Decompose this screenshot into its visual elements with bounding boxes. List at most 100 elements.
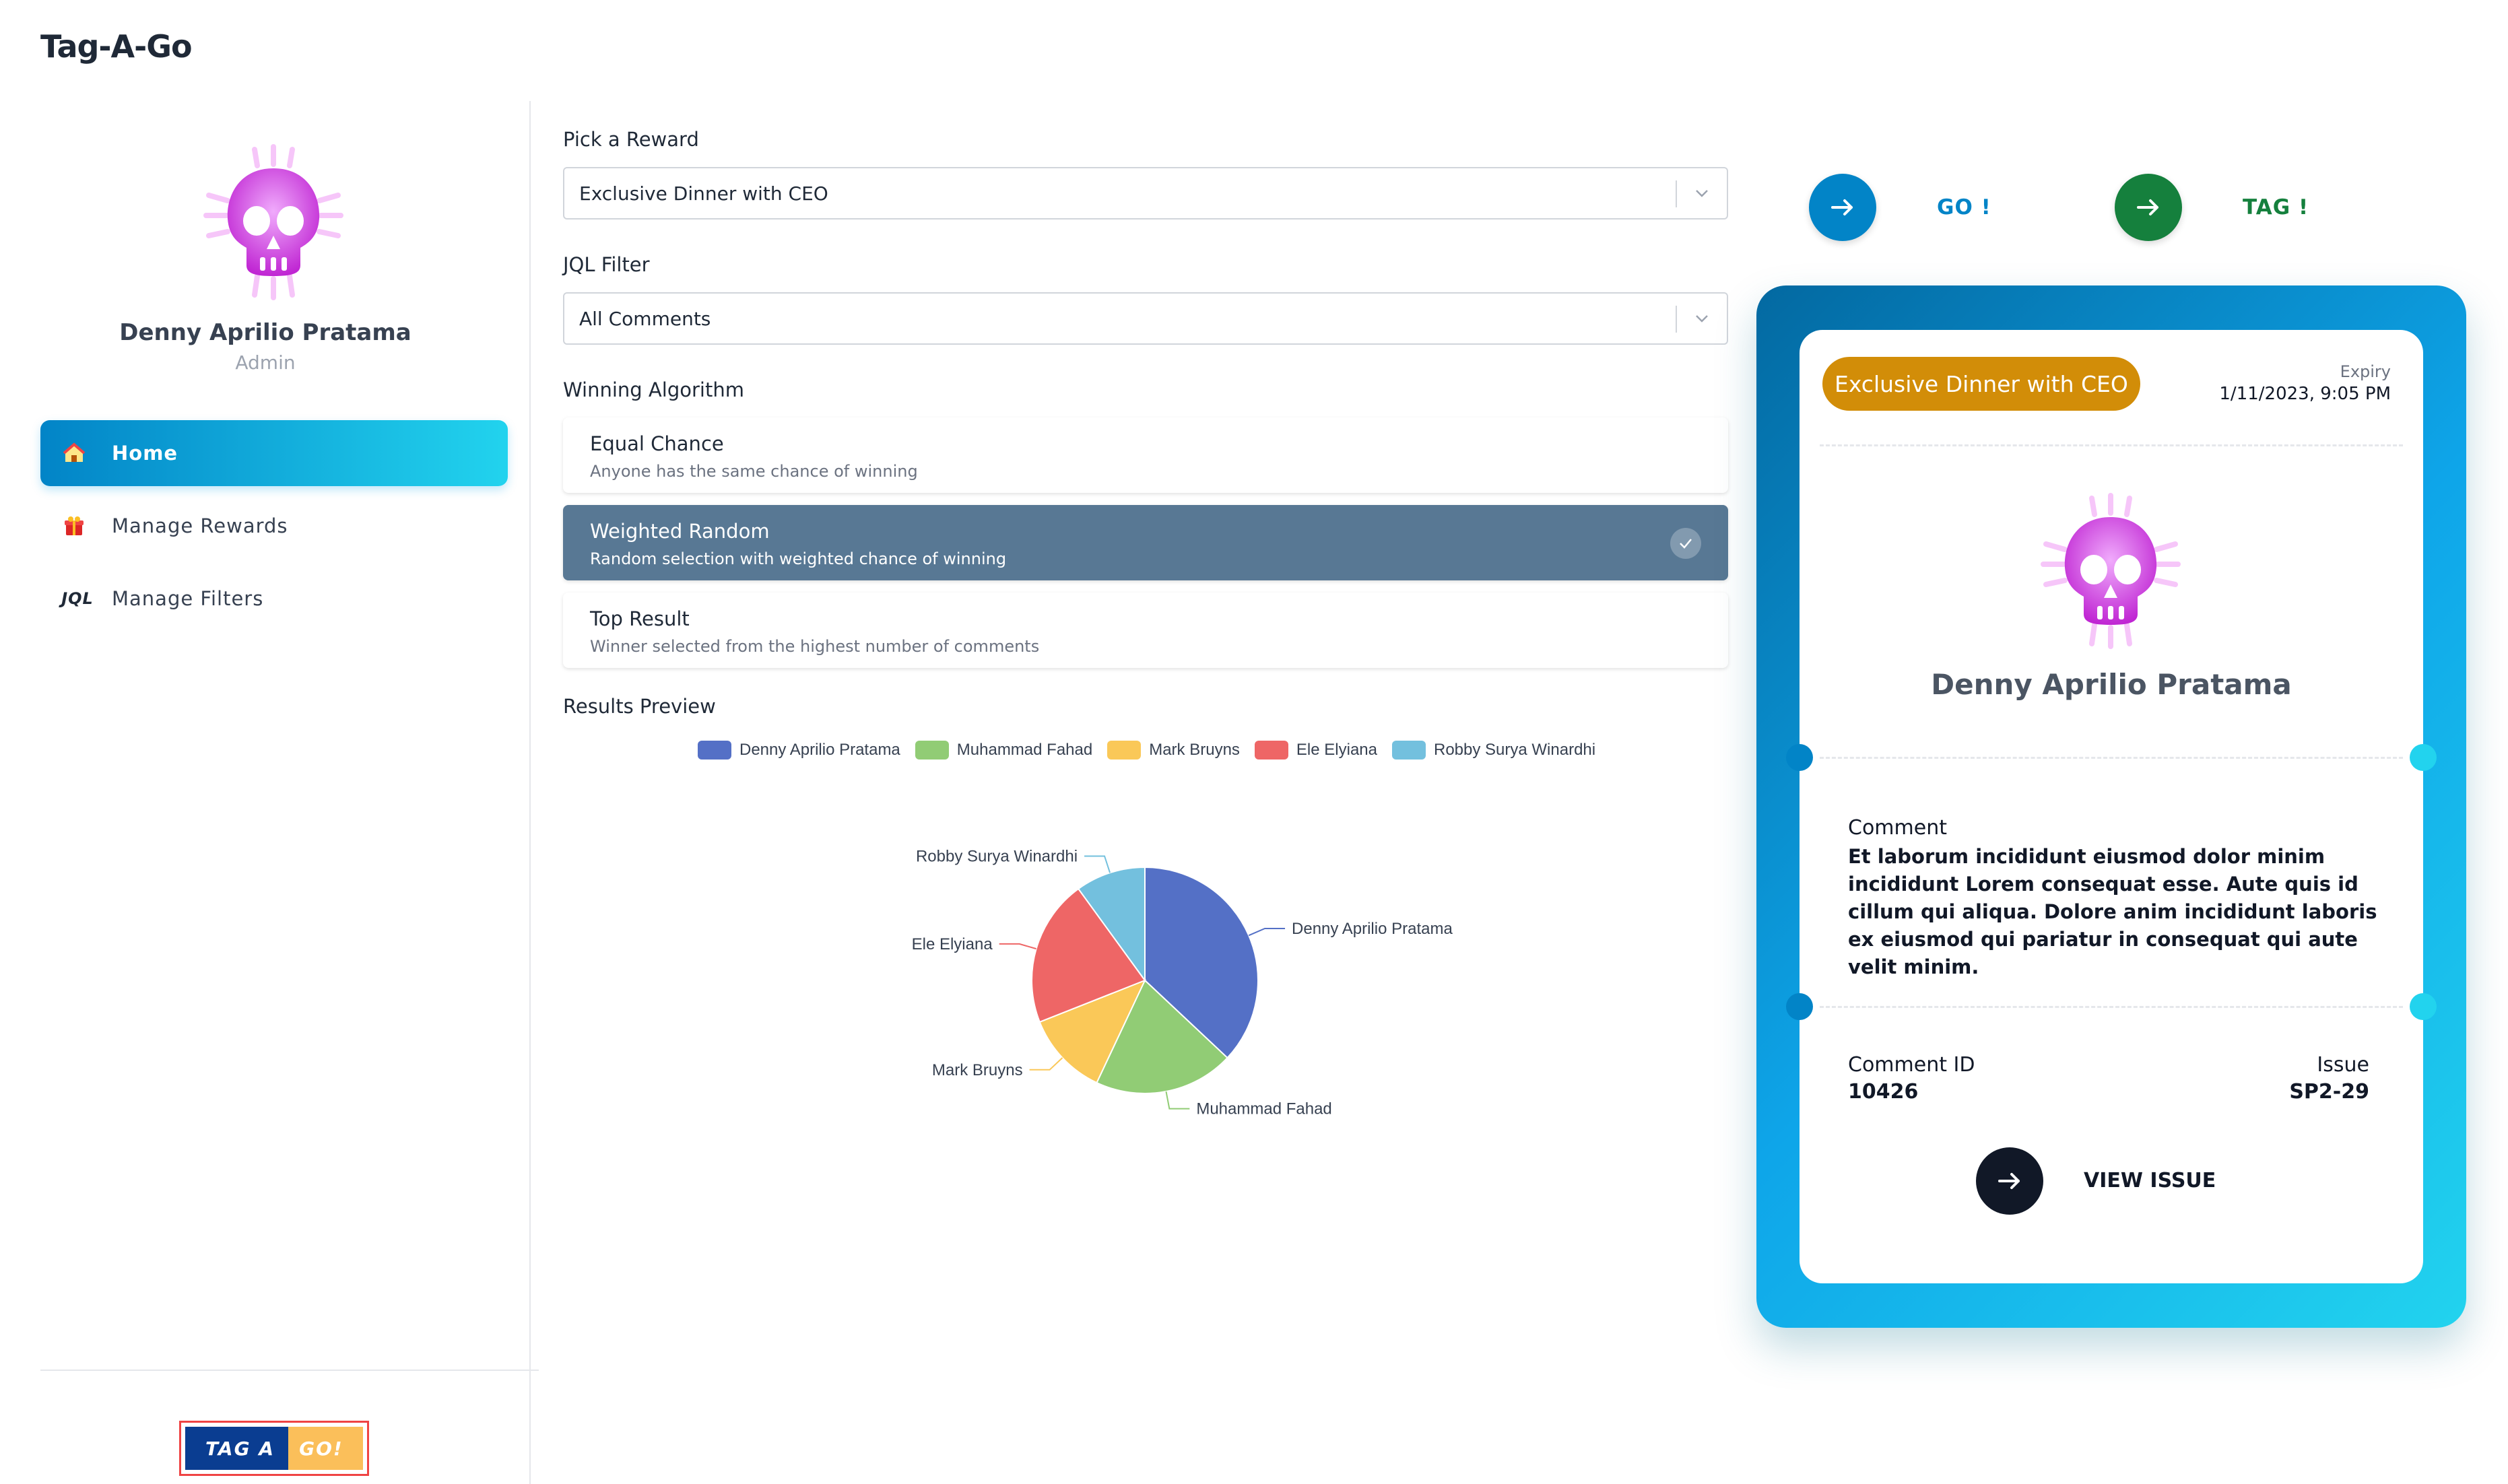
sidebar-divider [40,1370,539,1371]
ticket-card: Exclusive Dinner with CEO Expiry 1/11/20… [1786,330,2437,1283]
winner-avatar [2030,490,2191,652]
pie-label-line [1248,927,1286,937]
algorithm-option-title: Top Result [590,607,690,630]
algorithm-options: Equal Chance Anyone has the same chance … [563,417,1728,668]
pie-label: Robby Surya Winardhi [916,847,1078,865]
pie-label-line [1029,1057,1063,1071]
sidebar-item-home[interactable]: Home [40,420,508,486]
view-issue-button[interactable] [1976,1147,2043,1215]
comment-id-label: Comment ID [1848,1053,1975,1077]
sidebar-nav: Home Manage Rewards JQL Manage Filters [40,420,508,638]
legend-label: Ele Elyiana [1296,741,1377,759]
chevron-down-icon [1696,190,1708,197]
pie-slice[interactable] [1038,979,1146,1084]
go-button[interactable] [1809,174,1876,241]
arrow-right-icon [2137,199,2158,215]
go-label[interactable]: GO ! [1937,195,1991,220]
select-separator [1676,306,1677,333]
algorithm-option-desc: Anyone has the same chance of winning [590,462,918,481]
pie-label-line [1165,1091,1190,1110]
legend-item[interactable]: Muhammad Fahad [915,741,1092,760]
chart-legend: Denny Aprilio Pratama Muhammad Fahad Mark … [698,741,1610,760]
home-icon [61,440,88,467]
sidebar-item-label: Home [112,442,178,465]
gift-icon [61,512,88,539]
algorithm-option-desc: Random selection with weighted chance of… [590,549,1007,568]
legend-item[interactable]: Robby Surya Winardhi [1392,741,1595,760]
algorithm-option-equal-chance[interactable]: Equal Chance Anyone has the same chance … [563,417,1728,493]
algorithm-label: Winning Algorithm [563,378,744,401]
expiry-value: 1/11/2023, 9:05 PM [2219,384,2391,404]
legend-item[interactable]: Ele Elyiana [1254,741,1377,760]
legend-swatch [915,741,949,760]
chevron-down-icon [1696,315,1708,323]
arrow-right-icon [1998,1173,2020,1189]
expiry-label: Expiry [2340,362,2391,381]
tag-a-go-logo: TAG A GO! [179,1421,369,1476]
legend-label: Mark Bruyns [1149,741,1240,759]
pie-label: Muhammad Fahad [1196,1100,1331,1118]
ticket-divider [1820,757,2403,759]
winner-ticket: Exclusive Dinner with CEO Expiry 1/11/20… [1756,285,2466,1328]
legend-swatch [698,741,731,760]
tag-label[interactable]: TAG ! [2243,195,2309,220]
winner-name: Denny Aprilio Pratama [1931,668,2292,701]
arrow-right-icon [1831,199,1853,215]
issue-value: SP2-29 [2289,1080,2369,1104]
main-form: Pick a Reward Exclusive Dinner with CEO … [563,128,1728,718]
profile-name: Denny Aprilio Pratama [119,319,411,346]
legend-swatch [1392,741,1426,760]
ticket-notch [1786,993,1813,1020]
reward-badge: Exclusive Dinner with CEO [1822,357,2140,411]
pie-label-line [1084,855,1111,873]
comment-text: Et laborum incididunt eiusmod dolor mini… [1848,845,2377,978]
app-title: Tag-A-Go [40,28,193,65]
profile-avatar [193,141,354,303]
pie-slice[interactable] [1144,866,1259,1059]
legend-swatch [1107,741,1142,760]
filter-select[interactable]: All Comments [563,292,1728,345]
pie-label: Ele Elyiana [912,935,993,953]
reward-label: Pick a Reward [563,128,699,151]
tag-button[interactable] [2115,174,2182,241]
pie-label: Mark Bruyns [932,1061,1023,1079]
reward-select[interactable]: Exclusive Dinner with CEO [563,167,1728,220]
legend-item[interactable]: Mark Bruyns [1107,741,1240,760]
sidebar: Denny Aprilio Pratama Admin Home Manage … [0,101,539,1484]
legend-label: Robby Surya Winardhi [1434,741,1596,759]
logo-right-text: GO! [288,1427,363,1470]
view-issue-label[interactable]: VIEW ISSUE [2084,1169,2216,1192]
filter-select-value: All Comments [579,307,711,330]
legend-swatch [1254,741,1288,760]
pie-slice[interactable] [1031,887,1146,1023]
reward-select-value: Exclusive Dinner with CEO [579,182,828,205]
tag-action: TAG ! [2115,174,2309,241]
results-preview-label: Results Preview [563,695,716,718]
filter-label: JQL Filter [563,253,650,276]
comment-label: Comment [1848,816,1947,840]
sidebar-item-manage-rewards[interactable]: Manage Rewards [40,493,508,559]
go-action: GO ! [1809,174,1991,241]
sidebar-item-manage-filters[interactable]: JQL Manage Filters [40,566,508,632]
algorithm-option-title: Weighted Random [590,520,770,543]
ticket-divider [1820,444,2403,446]
logo-left-text: TAG A [185,1427,289,1470]
skull-icon [2041,493,2181,649]
algorithm-option-title: Equal Chance [590,432,724,455]
sidebar-item-label: Manage Filters [112,587,264,610]
skull-icon [203,144,343,300]
ticket-notch [1786,744,1813,771]
check-icon [1670,528,1701,559]
algorithm-option-top-result[interactable]: Top Result Winner selected from the high… [563,593,1728,668]
jql-icon: JQL [61,589,94,608]
legend-label: Muhammad Fahad [956,741,1093,759]
legend-item[interactable]: Denny Aprilio Pratama [698,741,900,760]
algorithm-option-weighted-random[interactable]: Weighted Random Random selection with we… [563,505,1728,580]
pie-label: Denny Aprilio Pratama [1292,920,1453,938]
comment-id-value: 10426 [1848,1080,1919,1104]
results-pie-chart: Denny Aprilio Pratama Muhammad Fahad Mark … [912,847,1453,1118]
ticket-divider [1820,1006,2403,1008]
pie-label-line [999,943,1036,950]
legend-label: Denny Aprilio Pratama [739,741,900,759]
select-separator [1676,180,1677,207]
